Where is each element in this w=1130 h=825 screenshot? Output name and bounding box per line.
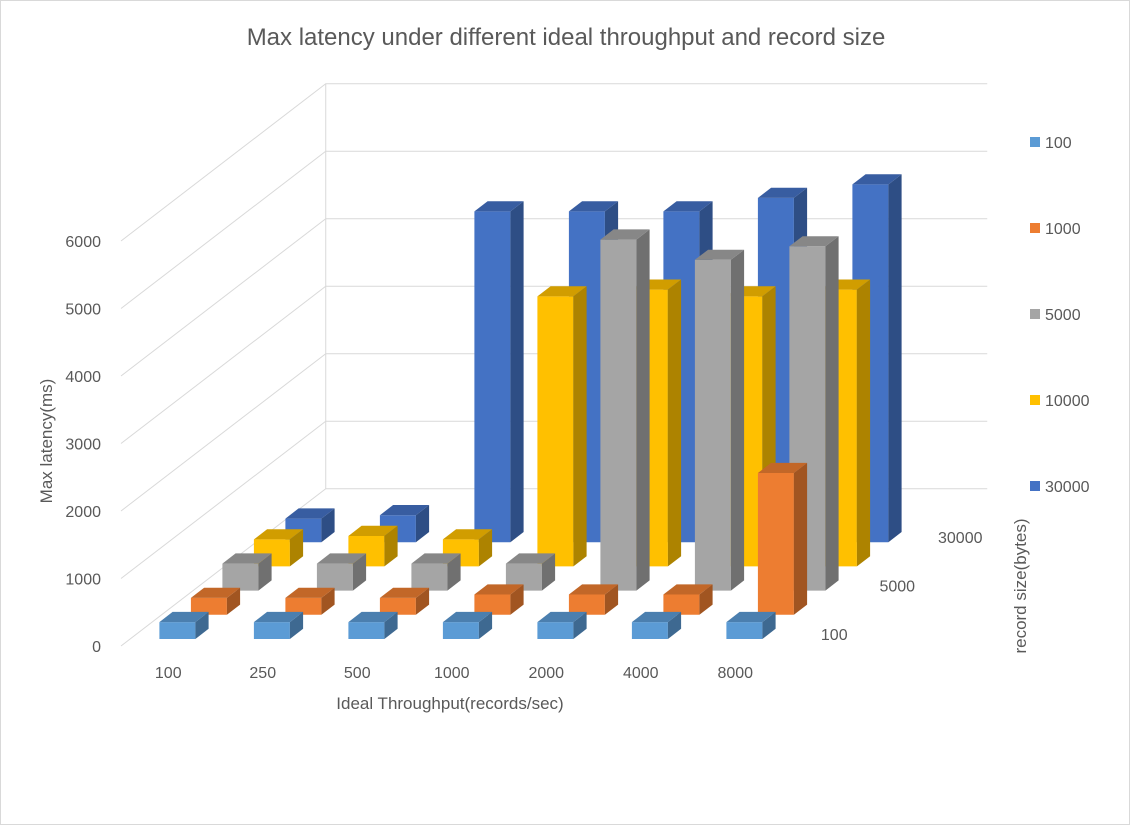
- x-tick-label: 100: [155, 665, 182, 682]
- x-tick-labels: 100 250 500 1000 2000 4000 8000: [155, 665, 753, 682]
- x-tick-label: 2000: [528, 665, 564, 682]
- y-axis-label: Max latency(ms): [37, 379, 56, 504]
- bar: [316, 553, 367, 591]
- depth-tick-label: 100: [821, 627, 848, 644]
- legend-label: 30000: [1045, 479, 1090, 496]
- bar: [537, 286, 587, 567]
- legend-swatch: [1030, 481, 1040, 491]
- bar: [285, 508, 335, 543]
- chart-title: Max latency under different ideal throug…: [247, 24, 886, 51]
- legend-swatch: [1030, 223, 1040, 233]
- legend-label: 5000: [1045, 307, 1081, 324]
- x-tick-label: 4000: [623, 665, 659, 682]
- gridlines: [120, 83, 988, 647]
- y-tick-label: 0: [92, 639, 101, 656]
- y-tick-label: 4000: [65, 369, 101, 386]
- legend-label: 1000: [1045, 221, 1081, 238]
- x-tick-label: 500: [344, 665, 371, 682]
- bar: [253, 529, 304, 567]
- bar: [379, 587, 430, 615]
- legend-swatch: [1030, 137, 1040, 147]
- bar: [600, 229, 650, 591]
- x-axis-label: Ideal Throughput(records/sec): [336, 694, 563, 713]
- bar: [537, 611, 587, 639]
- bar: [568, 584, 619, 615]
- bar: [253, 611, 304, 639]
- bar: [285, 587, 335, 615]
- bar: [348, 611, 398, 639]
- depth-tick-label: 5000: [879, 579, 915, 596]
- bar: [190, 587, 241, 615]
- legend-swatch: [1030, 309, 1040, 319]
- y-tick-label: 1000: [65, 572, 101, 589]
- x-tick-label: 1000: [434, 665, 470, 682]
- bars: [159, 174, 902, 639]
- bar: [474, 201, 524, 543]
- depth-tick-labels: 100 5000 30000: [821, 530, 983, 644]
- bar: [505, 553, 556, 591]
- legend-label: 10000: [1045, 393, 1090, 410]
- bar: [757, 462, 808, 615]
- bar: [726, 611, 776, 639]
- legend: 100 1000 5000 10000 30000: [1030, 135, 1090, 496]
- y-tick-label: 6000: [65, 234, 101, 251]
- bar: [474, 584, 524, 615]
- bar: [348, 525, 398, 567]
- depth-axis-label: record size(bytes): [1011, 518, 1030, 653]
- bar: [694, 249, 745, 591]
- y-tick-labels: 0 1000 2000 3000 4000 5000 6000: [65, 234, 101, 656]
- bar: [159, 611, 209, 639]
- bar: [411, 553, 461, 591]
- y-tick-label: 5000: [65, 302, 101, 319]
- bar: [631, 611, 682, 639]
- x-tick-label: 250: [249, 665, 276, 682]
- depth-tick-label: 30000: [938, 530, 983, 547]
- y-tick-label: 3000: [65, 437, 101, 454]
- x-tick-label: 8000: [717, 665, 753, 682]
- bar: [222, 553, 272, 591]
- bar: [442, 611, 493, 639]
- legend-swatch: [1030, 395, 1040, 405]
- y-tick-label: 2000: [65, 504, 101, 521]
- legend-label: 100: [1045, 135, 1072, 152]
- bar: [663, 584, 713, 615]
